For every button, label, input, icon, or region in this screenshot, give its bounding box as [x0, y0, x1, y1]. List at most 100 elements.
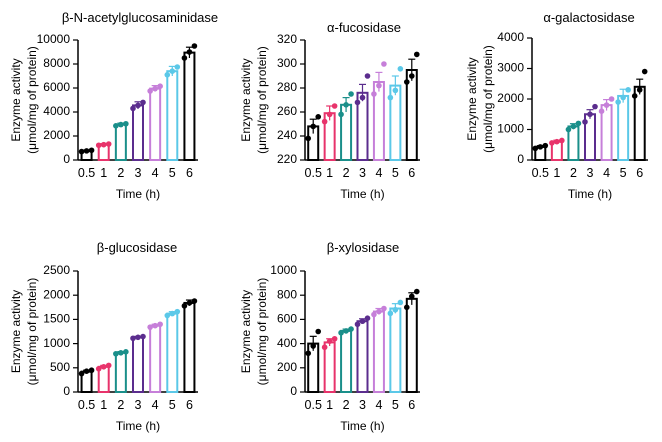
y-tick-label: 6000 [43, 80, 70, 94]
data-point [603, 102, 610, 108]
y-tick-label: 240 [277, 128, 297, 142]
data-point [354, 99, 361, 106]
data-point [113, 350, 119, 357]
data-point [397, 299, 404, 306]
data-point [169, 68, 176, 74]
y-tick-label: 4000 [497, 30, 524, 44]
bar [132, 104, 144, 161]
data-point [392, 87, 399, 94]
y-tick-label: 4000 [43, 104, 70, 118]
data-point [408, 73, 415, 79]
data-point [371, 91, 377, 97]
y-tick-label: 3000 [497, 61, 524, 75]
data-point [587, 111, 593, 118]
data-point [387, 310, 394, 317]
data-point [348, 91, 354, 97]
data-point [191, 298, 198, 304]
y-tick-label: 8000 [43, 56, 70, 70]
chart-title: β-N-acetylglucosaminidase [62, 10, 218, 25]
data-point [135, 102, 141, 109]
y-tick-label: 1000 [270, 263, 297, 277]
y-axis-title: Enzyme activity [9, 58, 23, 141]
data-point [130, 105, 136, 112]
x-tick-label: 5 [169, 166, 176, 180]
y-tick-label: 2000 [497, 91, 524, 105]
data-point [565, 126, 572, 133]
data-point [359, 94, 366, 101]
y-axis-title: Enzyme activity [239, 290, 253, 373]
data-point [105, 362, 112, 369]
y-tick-label: 2000 [43, 287, 70, 301]
data-point [620, 94, 626, 101]
y-axis-title: Enzyme activity [465, 57, 479, 140]
data-point [140, 333, 146, 340]
data-point [191, 43, 198, 49]
data-point [582, 119, 588, 125]
data-point [305, 135, 312, 142]
data-point [157, 83, 163, 89]
bar [389, 307, 402, 394]
x-tick-label: 3 [587, 166, 594, 180]
y-tick-label: 1000 [497, 122, 524, 136]
y-tick-label: 280 [277, 80, 297, 94]
x-axis-title: Time (h) [568, 187, 612, 201]
data-point [164, 72, 171, 78]
data-point [100, 141, 107, 148]
data-point [83, 368, 90, 374]
bar [183, 51, 196, 161]
x-tick-label: 0.5 [305, 166, 322, 180]
x-tick-label: 1 [100, 398, 107, 412]
bar [356, 320, 369, 393]
data-point [542, 142, 549, 149]
data-point [100, 364, 107, 370]
data-point [608, 96, 615, 102]
data-point [598, 108, 605, 114]
y-tick-label: 2500 [43, 263, 70, 277]
data-point [592, 103, 598, 110]
x-tick-label: 1 [100, 166, 107, 180]
chart-panel: α-fucosidase Enzyme activity (μmol/mg of p… [239, 20, 420, 201]
x-tick-label: 4 [375, 398, 382, 412]
bar [149, 324, 162, 393]
data-point [636, 87, 643, 93]
data-point [338, 329, 344, 336]
data-point [118, 349, 124, 356]
x-tick-label: 5 [620, 166, 627, 180]
data-point [123, 120, 129, 127]
x-tick-label: 1 [326, 166, 333, 180]
data-point [135, 334, 141, 341]
x-tick-label: 5 [392, 398, 399, 412]
bar [307, 342, 320, 394]
data-point [118, 121, 124, 128]
data-point [371, 311, 377, 318]
data-point [641, 68, 648, 75]
chart-panel: β-glucosidase Enzyme activity (μmol/mg of … [9, 240, 198, 433]
x-tick-label: 2 [343, 398, 350, 412]
data-point [376, 82, 382, 89]
y-axis-title: (μmol/mg of protein) [25, 46, 39, 154]
data-point [181, 303, 188, 309]
data-point [331, 103, 338, 109]
data-point [381, 61, 387, 67]
y-tick-label: 0 [290, 384, 297, 398]
data-point [310, 343, 317, 349]
y-tick-label: 300 [277, 56, 297, 70]
y-tick-label: 600 [277, 312, 297, 326]
y-axis-title: Enzyme activity [239, 58, 253, 141]
x-tick-label: 3 [135, 166, 142, 180]
bar [405, 297, 418, 393]
data-point [403, 79, 410, 85]
x-tick-label: 4 [152, 166, 159, 180]
bar [166, 70, 179, 161]
data-point [397, 66, 404, 72]
data-point [549, 140, 555, 146]
data-point [113, 123, 119, 129]
data-point [343, 328, 349, 334]
y-axis-title: (μmol/mg of protein) [25, 278, 39, 386]
data-point [326, 338, 333, 344]
data-point [413, 51, 420, 58]
bar [114, 123, 127, 161]
bar [149, 87, 162, 161]
y-tick-label: 200 [277, 360, 297, 374]
y-axis-title: Enzyme activity [9, 290, 23, 373]
